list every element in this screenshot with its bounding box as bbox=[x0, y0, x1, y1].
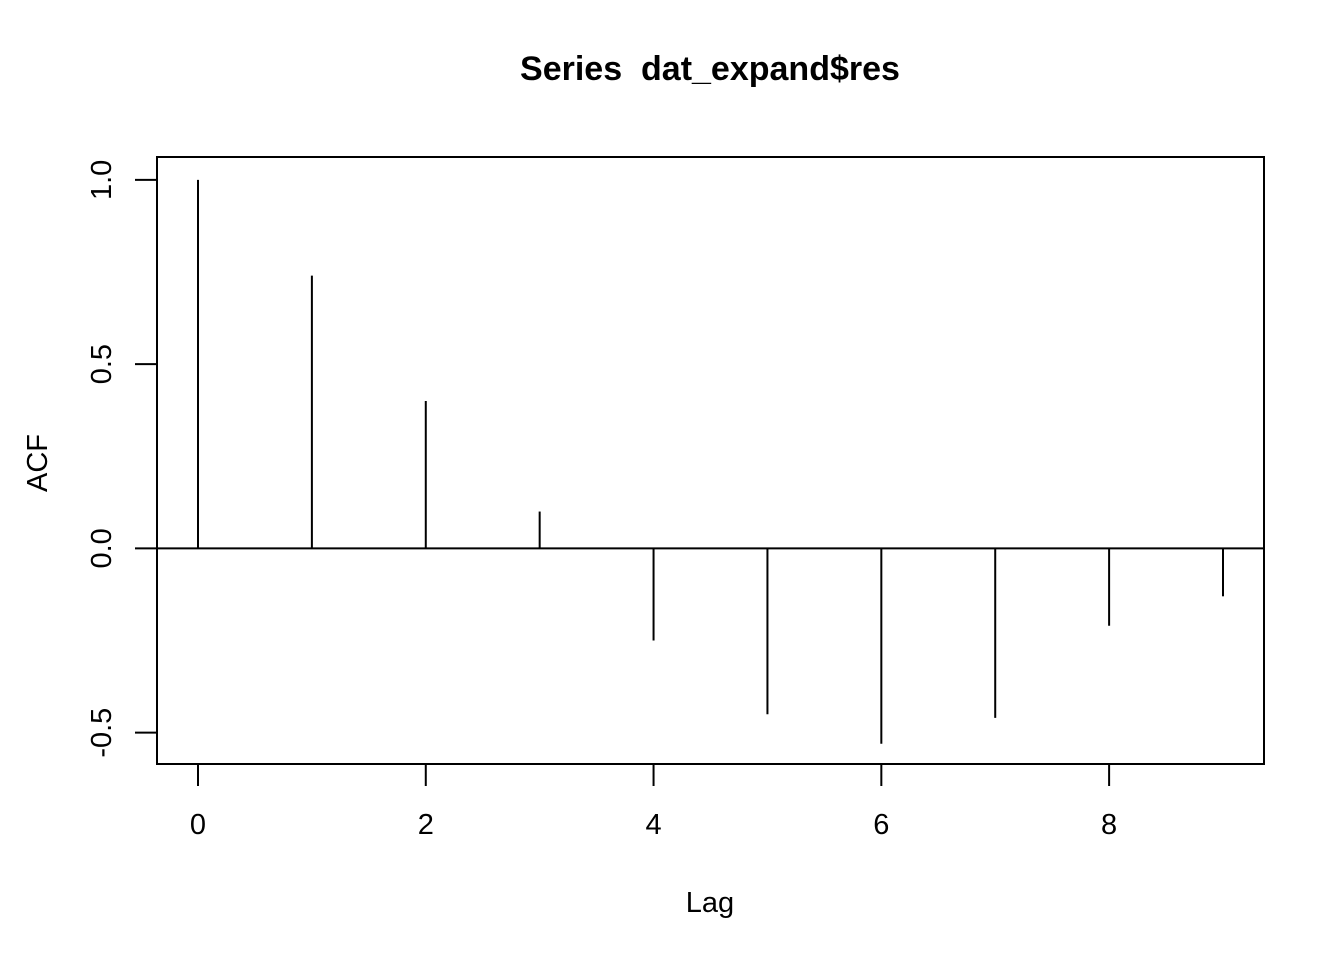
y-tick-label: 0.5 bbox=[86, 344, 118, 384]
x-tick-label: 6 bbox=[873, 809, 889, 841]
x-tick-label: 4 bbox=[645, 809, 661, 841]
chart-title: Series dat_expand$res bbox=[520, 50, 900, 88]
x-tick-label: 2 bbox=[418, 809, 434, 841]
y-axis-label: ACF bbox=[22, 434, 54, 492]
y-axis: -0.5 0.0 0.5 1.0 bbox=[86, 160, 158, 758]
y-tick-label: 0.0 bbox=[86, 528, 118, 568]
x-axis: 0 2 4 6 8 bbox=[190, 763, 1117, 841]
plot-frame bbox=[156, 156, 1265, 765]
y-tick-label: 1.0 bbox=[86, 160, 118, 200]
acf-bars bbox=[157, 179, 1264, 744]
x-tick-label: 0 bbox=[190, 809, 206, 841]
y-tick-label: -0.5 bbox=[86, 708, 118, 758]
x-tick-label: 8 bbox=[1101, 809, 1117, 841]
x-axis-label: Lag bbox=[686, 887, 734, 919]
